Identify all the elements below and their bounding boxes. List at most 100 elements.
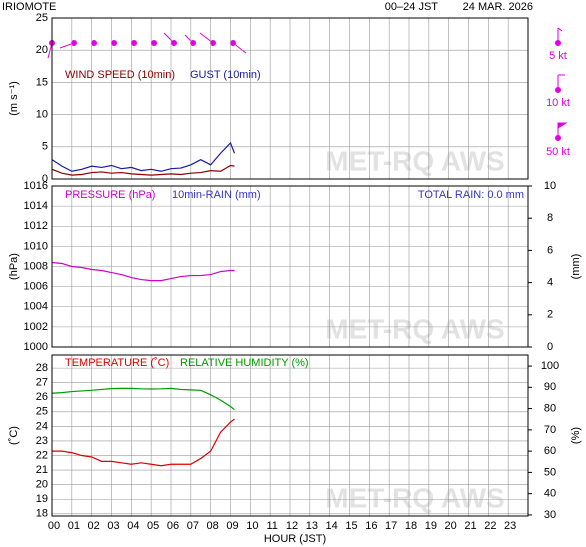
y2-axis-label: (mm) [570,254,582,280]
barb [91,40,97,46]
series-line [52,418,235,467]
x-tick-label: 00 [48,520,60,532]
x-tick-label: 21 [464,520,476,532]
series-line [51,141,236,172]
date: 24 MAR. 2026 [463,1,533,13]
y2-tick-label: 80 [544,403,556,415]
x-tick-label: 05 [147,520,159,532]
legend-label: TEMPERATURE (˚C) [65,357,169,369]
y2-tick-label: 30 [544,509,556,521]
barb [232,42,247,54]
barb-dot [555,135,561,141]
y2-tick-label: 10 [544,180,556,192]
y-tick-label: 26 [36,391,48,403]
y-tick-label: 20 [36,44,48,56]
y-tick-label: 25 [36,406,48,418]
y-tick-label: 1002 [24,321,48,333]
series-line [51,261,235,282]
barb [163,32,175,44]
barb [184,34,194,44]
y2-tick-label: 6 [547,244,553,256]
barb [111,40,117,46]
y-tick-label: 20 [36,479,48,491]
x-tick-label: 06 [167,520,179,532]
y-axis-label: (˚C) [8,426,20,445]
annotation: TOTAL RAIN: 0.0 mm [418,189,524,201]
x-tick-label: 07 [187,520,199,532]
legend-label: PRESSURE (hPa) [65,189,155,201]
legend-label: WIND SPEED (10min) [65,69,175,81]
y-tick-label: 1012 [24,220,48,232]
x-tick-label: 17 [385,520,397,532]
barb [47,42,53,59]
barb-flag [557,122,568,129]
x-tick-label: 22 [484,520,496,532]
x-tick-label: 20 [445,520,457,532]
y2-tick-label: 90 [544,381,556,393]
y2-tick-label: 8 [547,212,553,224]
x-tick-label: 18 [405,520,417,532]
station: IRIOMOTE [2,1,56,13]
barb [131,40,137,46]
x-tick-label: 16 [365,520,377,532]
x-tick-label: 09 [226,520,238,532]
barb-dot [555,87,561,93]
y2-tick-label: 100 [541,360,559,372]
watermark: MET-RQ AWS [325,482,504,513]
y-tick-label: 19 [36,493,48,505]
y-tick-label: 24 [36,420,48,432]
y-tick-label: 1004 [24,301,48,313]
x-tick-label: 14 [326,520,338,532]
x-tick-label: 13 [306,520,318,532]
y-tick-label: 1000 [24,341,48,353]
y2-tick-label: 40 [544,488,556,500]
series-line [51,387,235,411]
x-tick-label: 15 [345,520,357,532]
y-axis-label: (m s⁻¹) [8,81,20,116]
x-tick-label: 08 [207,520,219,532]
y-tick-label: 18 [36,508,48,520]
barb-legend-label: 10 kt [546,97,570,109]
x-tick-label: 23 [504,520,516,532]
barb-dot [555,40,561,46]
watermark: MET-RQ AWS [325,145,504,176]
x-tick-label: 02 [88,520,100,532]
x-axis-label: HOUR (JST) [264,533,326,545]
barb-legend-label: 50 kt [546,146,570,158]
y-tick-label: 1008 [24,260,48,272]
y-tick-label: 5 [42,141,48,153]
y-tick-label: 1014 [24,200,48,212]
barb-legend [555,27,568,141]
y-tick-label: 1016 [24,180,48,192]
y-tick-label: 1006 [24,281,48,293]
y-axis-label: (hPa) [8,253,20,280]
barb [199,32,214,44]
x-tick-label: 19 [425,520,437,532]
watermark: MET-RQ AWS [325,313,504,344]
wind-barbs [47,32,247,59]
x-tick-label: 12 [286,520,298,532]
y-tick-label: 23 [36,435,48,447]
plot-frame [51,17,529,180]
y2-tick-label: 50 [544,466,556,478]
plot-frame [51,354,529,517]
y-tick-label: 0 [42,173,48,185]
y2-tick-label: 0 [547,341,553,353]
y-tick-label: 22 [36,449,48,461]
legend-label: 10min-RAIN (mm) [172,189,261,201]
x-tick-label: 04 [127,520,139,532]
x-tick-label: 10 [246,520,258,532]
y-tick-label: 28 [36,362,48,374]
y-tick-label: 10 [36,109,48,121]
y2-tick-label: 70 [544,424,556,436]
legend-label: GUST (10min) [190,69,261,81]
x-tick-label: 11 [266,520,277,532]
barb-flag [557,27,563,32]
y-tick-label: 15 [36,76,48,88]
y-tick-label: 27 [36,377,48,389]
plot-frame [51,185,529,348]
y2-axis-label: (%) [570,427,582,444]
y-tick-label: 21 [36,464,48,476]
